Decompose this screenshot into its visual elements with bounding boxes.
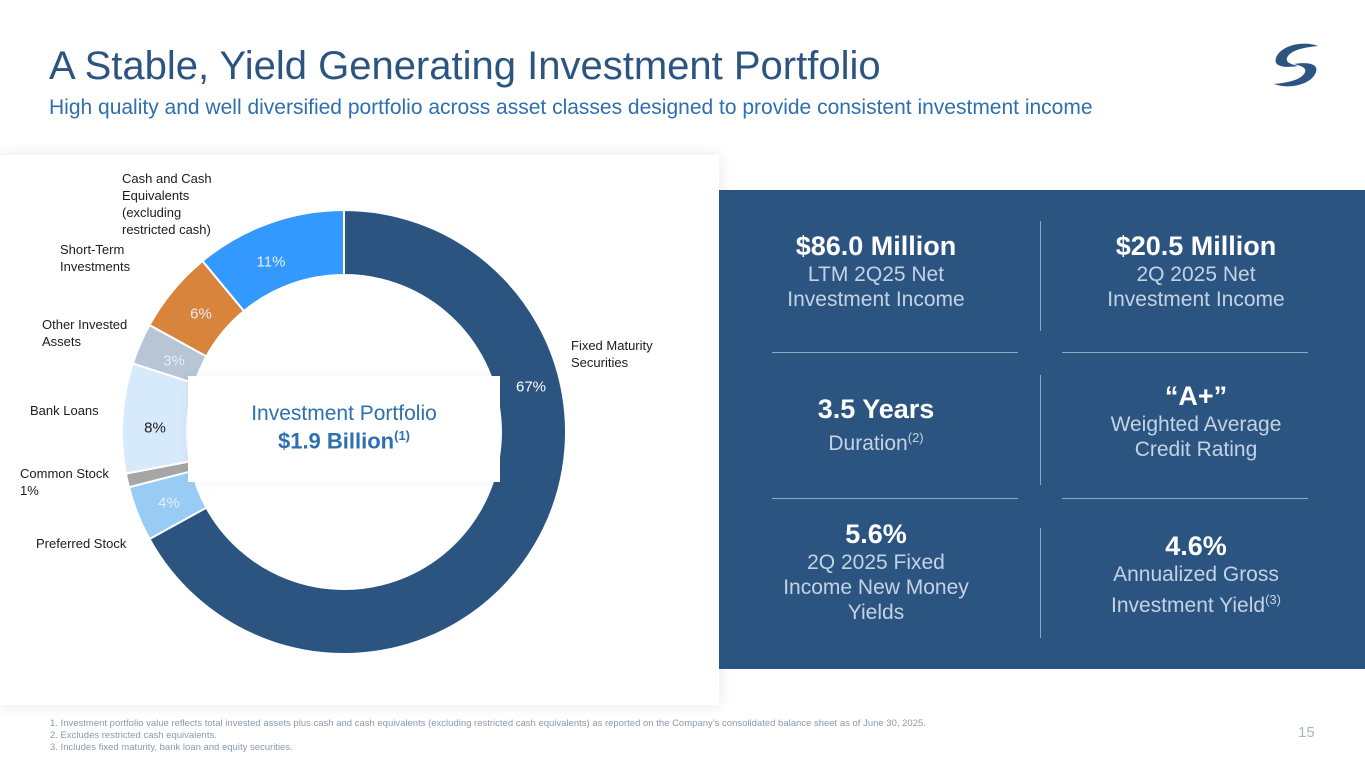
slice-label-cash: 11% — [256, 253, 286, 271]
category-label-short: Short-Term Investments — [60, 242, 131, 274]
stats-divider — [1062, 498, 1308, 499]
footnotes: 1. Investment portfolio value reflects t… — [50, 718, 926, 754]
category-label-cash: Cash and Cash Equivalents (excluding restri… — [122, 171, 212, 237]
donut-center-box: Investment Portfolio $1.9 Billion(1) — [188, 376, 500, 482]
donut-slice-0 — [148, 208, 567, 655]
portfolio-chart-panel: Investment Portfolio $1.9 Billion(1) 67%… — [0, 155, 719, 705]
category-label-fixed: Fixed Maturity Securities — [571, 338, 653, 370]
stats-panel: $86.0 Million LTM 2Q25 Net Investment Inc… — [719, 190, 1365, 669]
stats-divider — [1040, 221, 1041, 331]
stat-gross-investment-yield: 4.6% Annualized Gross Investment Yield(3) — [1111, 531, 1281, 617]
page-subtitle: High quality and well diversified portfo… — [49, 96, 1093, 119]
company-logo-icon — [1274, 43, 1318, 87]
stat-new-money-yields: 5.6% 2Q 2025 Fixed Income New Money Yields — [783, 519, 969, 624]
slice-label-preferred: 4% — [158, 494, 180, 512]
stat-credit-rating: “A+” Weighted Average Credit Rating — [1110, 381, 1282, 461]
stats-divider — [772, 352, 1018, 353]
category-label-other: Other Invested Assets — [42, 317, 128, 349]
stats-divider — [1040, 528, 1041, 638]
portfolio-donut-chart — [121, 208, 567, 655]
donut-center-total: $1.9 Billion(1) — [277, 428, 411, 454]
slice-label-other: 3% — [163, 352, 185, 370]
slice-label-fixed: 67% — [515, 378, 547, 396]
stat-duration: 3.5 Years Duration(2) — [817, 394, 935, 455]
slice-label-short: 6% — [190, 305, 212, 323]
stat-ltm-net-investment-income: $86.0 Million LTM 2Q25 Net Investment Inc… — [787, 231, 965, 311]
footnote: 3. Includes fixed maturity, bank loan an… — [50, 742, 293, 753]
page-title: A Stable, Yield Generating Investment Po… — [49, 44, 881, 88]
slice-label-bank: 8% — [144, 419, 166, 437]
footnote: 1. Investment portfolio value reflects t… — [50, 718, 926, 729]
footnote: 2. Excludes restricted cash equivalents. — [50, 730, 217, 741]
category-label-common: Common Stock 1% — [20, 466, 109, 498]
donut-center-title: Investment Portfolio — [251, 402, 437, 425]
stat-quarter-net-investment-income: $20.5 Million 2Q 2025 Net Investment Inco… — [1107, 231, 1285, 311]
stats-divider — [772, 498, 1018, 499]
category-label-preferred: Preferred Stock — [36, 536, 127, 551]
stats-divider — [1040, 375, 1041, 485]
page-number: 15 — [1298, 724, 1315, 741]
category-label-bank: Bank Loans — [30, 403, 99, 418]
stats-divider — [1062, 352, 1308, 353]
donut-slice-6 — [201, 208, 345, 313]
